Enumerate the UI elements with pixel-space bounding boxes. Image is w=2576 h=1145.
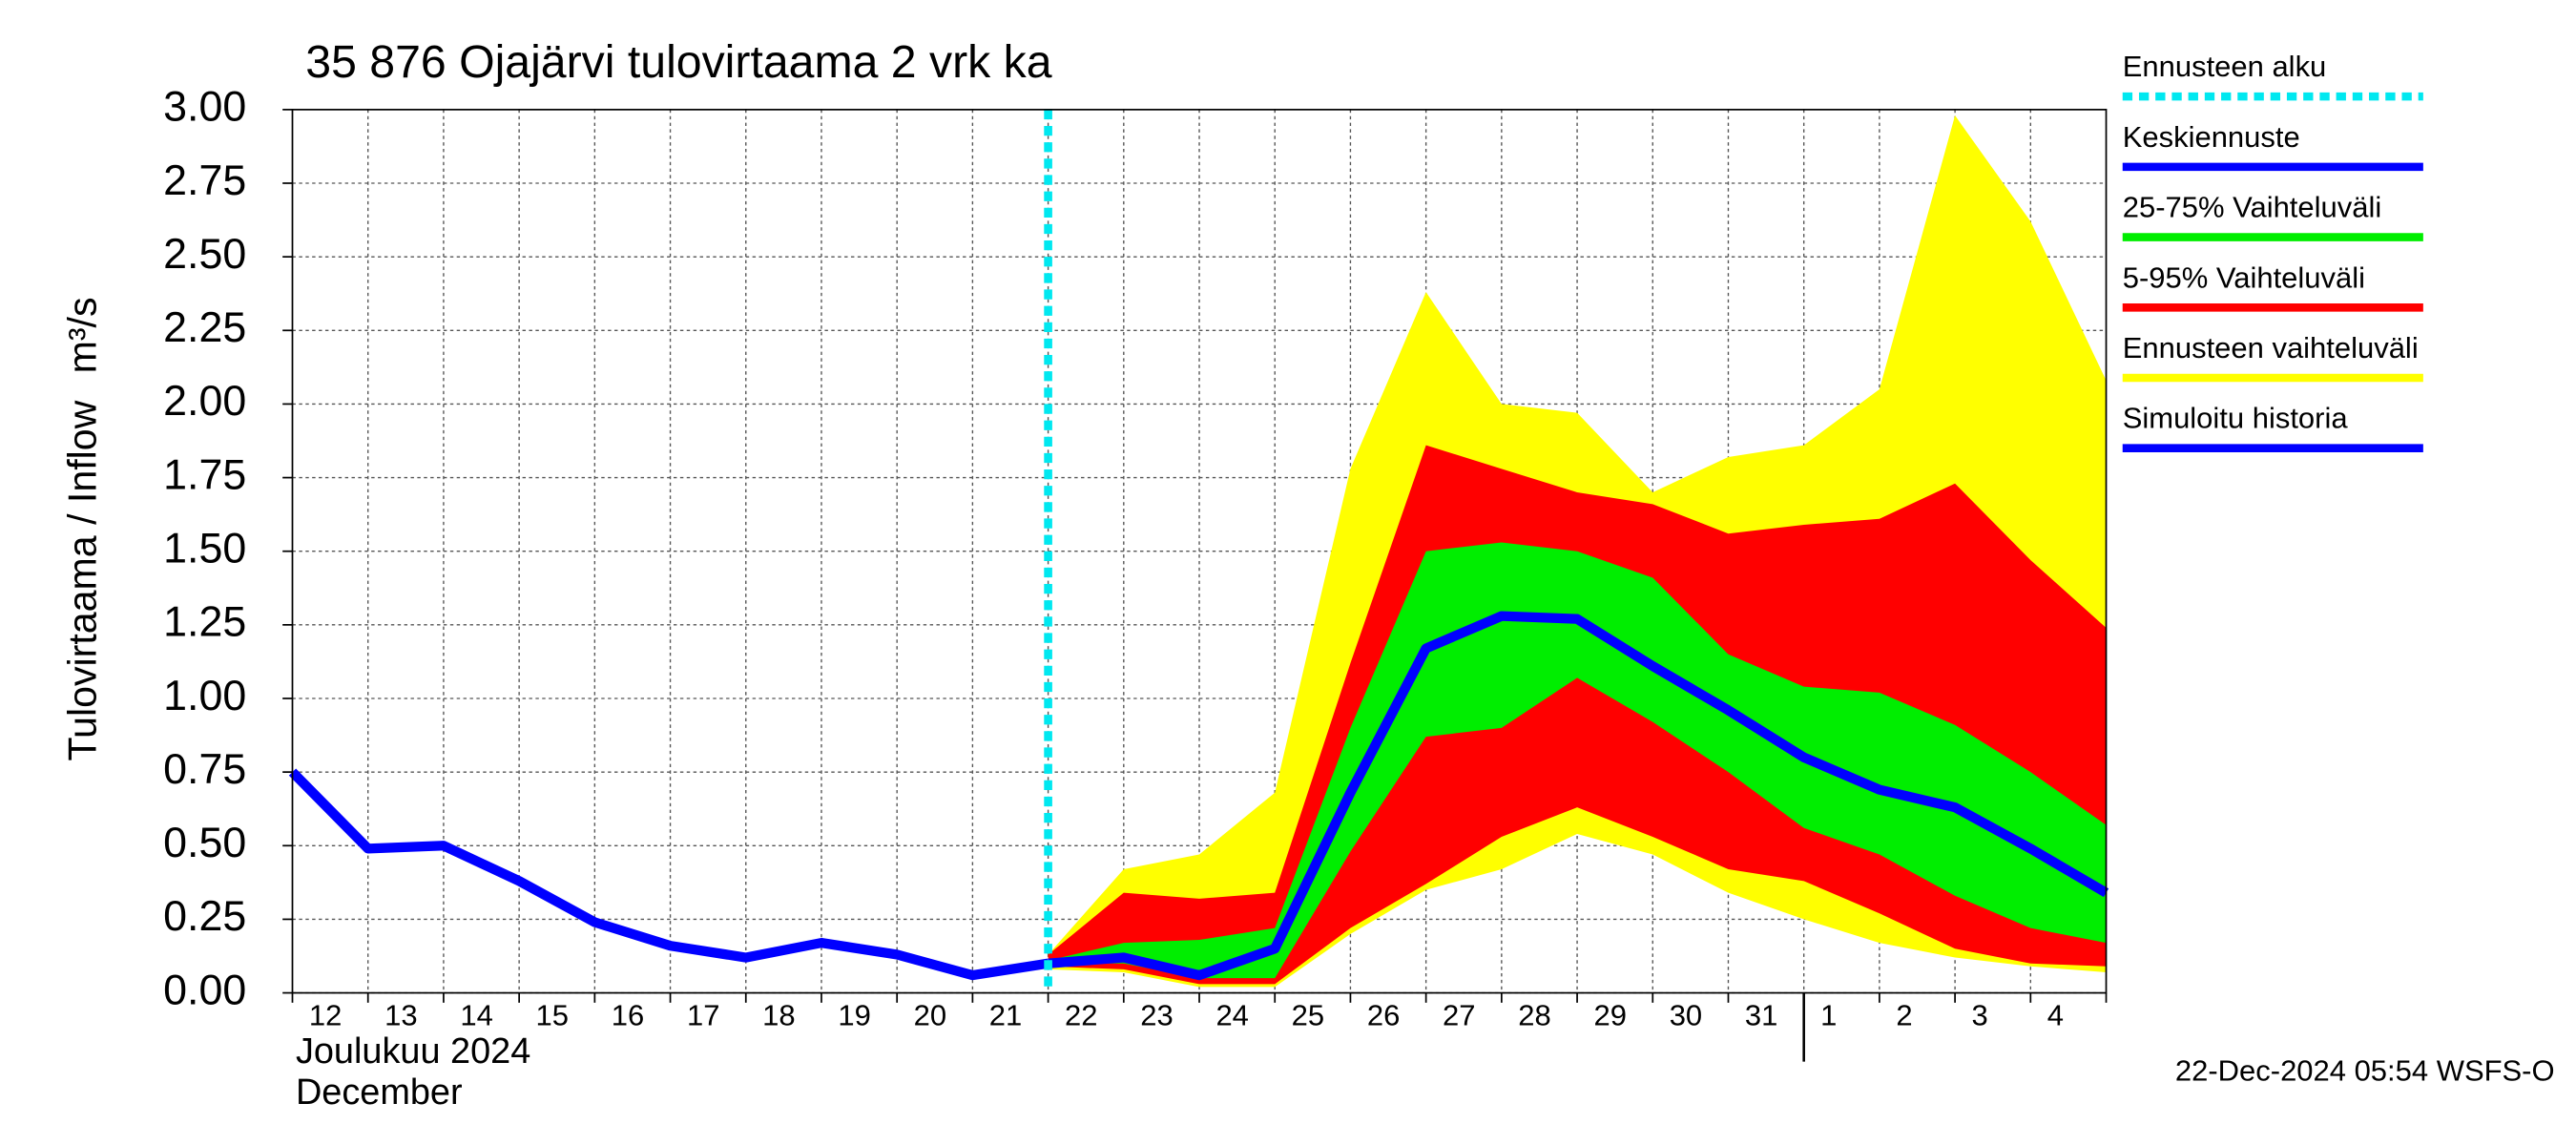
x-tick-label: 13 bbox=[384, 999, 417, 1032]
x-tick-label: 20 bbox=[914, 999, 946, 1032]
y-tick-label: 2.75 bbox=[163, 157, 246, 204]
chart-title: 35 876 Ojajärvi tulovirtaama 2 vrk ka bbox=[305, 36, 1052, 88]
legend-label: 5-95% Vaihteluväli bbox=[2123, 260, 2365, 294]
x-tick-label: 1 bbox=[1820, 999, 1837, 1032]
series-line bbox=[1048, 611, 2109, 981]
y-axis-label: Tulovirtaama / Inflow bbox=[60, 400, 104, 760]
series-line bbox=[288, 768, 1049, 981]
x-tick-label: 18 bbox=[762, 999, 795, 1032]
y-tick-label: 0.25 bbox=[163, 893, 246, 940]
y-tick-label: 0.75 bbox=[163, 746, 246, 793]
plot-frame bbox=[291, 109, 2108, 994]
x-tick-label: 19 bbox=[838, 999, 870, 1032]
legend-label: Ennusteen vaihteluväli bbox=[2123, 331, 2419, 364]
x-tick-label: 29 bbox=[1593, 999, 1626, 1032]
x-tick-label: 26 bbox=[1367, 999, 1400, 1032]
x-tick-label: 17 bbox=[687, 999, 719, 1032]
x-tick-label: 21 bbox=[989, 999, 1022, 1032]
legend-label: Simuloitu historia bbox=[2123, 402, 2349, 435]
y-axis-unit: m³/s bbox=[60, 297, 104, 373]
x-tick-label: 30 bbox=[1670, 999, 1702, 1032]
x-tick-label: 14 bbox=[460, 999, 492, 1032]
x-tick-label: 15 bbox=[536, 999, 569, 1032]
footer: 22-Dec-2024 05:54 WSFS-O bbox=[2175, 1054, 2555, 1088]
legend-label: 25-75% Vaihteluväli bbox=[2123, 191, 2381, 224]
legend-label: Ennusteen alku bbox=[2123, 50, 2327, 83]
x-tick-label: 28 bbox=[1518, 999, 1550, 1032]
x-tick-label: 3 bbox=[1972, 999, 1988, 1032]
y-tick-label: 1.00 bbox=[163, 673, 246, 719]
x-tick-label: 24 bbox=[1215, 999, 1248, 1032]
y-tick-label: 1.75 bbox=[163, 451, 246, 498]
x-tick-label: 22 bbox=[1065, 999, 1097, 1032]
y-tick-label: 1.25 bbox=[163, 599, 246, 646]
y-tick-label: 2.00 bbox=[163, 378, 246, 425]
y-tick-label: 2.25 bbox=[163, 304, 246, 351]
x-tick-label: 4 bbox=[2047, 999, 2064, 1032]
x-axis-label: December bbox=[296, 1072, 463, 1113]
x-tick-label: 23 bbox=[1140, 999, 1173, 1032]
y-tick-label: 1.50 bbox=[163, 526, 246, 572]
x-tick-label: 12 bbox=[309, 999, 342, 1032]
y-tick-label: 3.00 bbox=[163, 84, 246, 131]
y-tick-label: 0.00 bbox=[163, 967, 246, 1013]
y-tick-label: 0.50 bbox=[163, 820, 246, 866]
x-tick-label: 25 bbox=[1292, 999, 1324, 1032]
x-tick-label: 2 bbox=[1896, 999, 1912, 1032]
legend-label: Keskiennuste bbox=[2123, 120, 2300, 154]
x-tick-label: 16 bbox=[612, 999, 644, 1032]
x-axis-label: Joulukuu 2024 bbox=[296, 1031, 530, 1072]
y-tick-label: 2.50 bbox=[163, 231, 246, 278]
x-tick-label: 27 bbox=[1443, 999, 1475, 1032]
x-tick-label: 31 bbox=[1745, 999, 1777, 1032]
